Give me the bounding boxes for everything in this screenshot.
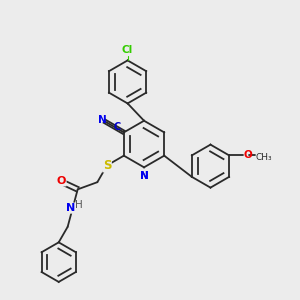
Text: CH₃: CH₃ — [256, 153, 273, 162]
Text: N: N — [98, 115, 107, 125]
Text: S: S — [103, 159, 111, 172]
Text: N: N — [66, 203, 75, 213]
Text: N: N — [140, 171, 149, 181]
Text: N: N — [140, 171, 149, 181]
Text: C: C — [114, 122, 121, 132]
Text: O: O — [57, 176, 66, 186]
Text: N: N — [140, 171, 149, 181]
Text: Cl: Cl — [122, 45, 133, 55]
Text: H: H — [75, 200, 83, 210]
Text: O: O — [243, 150, 252, 161]
